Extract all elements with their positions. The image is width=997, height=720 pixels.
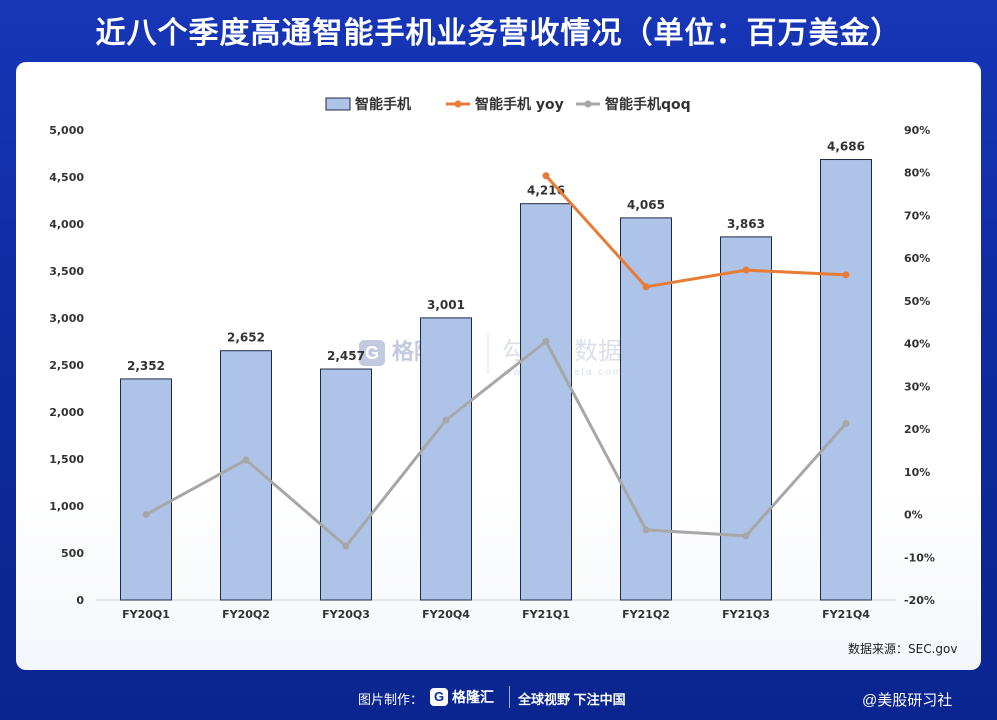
- x-tick-label: FY20Q4: [422, 608, 470, 621]
- footer-divider: [509, 686, 510, 708]
- qoq-point: [742, 532, 750, 540]
- source-note: 数据来源：SEC.gov: [848, 641, 957, 656]
- yoy-point: [642, 283, 650, 291]
- y-left-tick-label: 0: [76, 594, 84, 607]
- x-tick-label: FY20Q1: [122, 608, 170, 621]
- footer-logo-text: 格隆汇: [452, 689, 494, 705]
- qoq-line: [145, 340, 848, 548]
- y-left-tick-label: 3,500: [49, 265, 84, 278]
- footer-community: @美股研习社: [862, 692, 953, 709]
- bar-data-label: 2,652: [227, 331, 265, 345]
- y-left-tick-label: 500: [61, 547, 84, 560]
- page-title: 近八个季度高通智能手机业务营收情况（单位：百万美金）: [95, 16, 902, 51]
- chart-svg: G 格隆汇 勾股大数据 www.gogudata.com 智能手机 智能手机 yo…: [49, 96, 957, 656]
- y-right-tick-label: 60%: [904, 252, 930, 265]
- footer-made-by: 图片制作：: [358, 692, 424, 707]
- bar-data-label: 4,065: [627, 198, 665, 212]
- yoy-point: [842, 271, 850, 279]
- bar: [320, 368, 372, 601]
- x-tick-label: FY21Q2: [622, 608, 670, 621]
- chart-axes: 0 500 1,000 1,500 2,000 2,500 3,000 3,500 4,000 4…: [49, 124, 935, 621]
- y-left-tick-label: 3,000: [49, 312, 84, 325]
- yoy-line: [544, 174, 847, 289]
- svg-text:G: G: [365, 343, 379, 363]
- line-series: [142, 172, 850, 550]
- y-left-tick-label: 1,500: [49, 453, 84, 466]
- qoq-point: [442, 416, 450, 424]
- bar: [720, 236, 772, 601]
- yoy-point: [742, 266, 750, 274]
- x-tick-label: FY20Q3: [322, 608, 370, 621]
- y-left-tick-label: 5,000: [49, 124, 84, 137]
- bar-data-label: 3,863: [727, 217, 765, 231]
- yoy-point: [542, 172, 550, 180]
- qoq-point: [342, 542, 350, 550]
- bar-data-label: 2,352: [127, 359, 165, 373]
- y-right-tick-label: 10%: [904, 466, 930, 479]
- bar: [620, 217, 672, 601]
- x-tick-label: FY21Q3: [722, 608, 770, 621]
- legend-label: 智能手机: [354, 96, 411, 113]
- chart-card: G 格隆汇 勾股大数据 www.gogudata.com 智能手机 智能手机 yo…: [16, 62, 981, 670]
- y-right-tick-label: -10%: [904, 551, 935, 564]
- qoq-point: [542, 338, 550, 345]
- footer: 图片制作： G 格隆汇 全球视野 下注中国 @美股研习社: [0, 680, 997, 714]
- y-left-tick-label: 2,000: [49, 406, 84, 419]
- chart-legend: 智能手机 智能手机 yoy 智能手机qoq: [325, 96, 691, 113]
- y-right-tick-label: 70%: [904, 209, 930, 222]
- y-left-tick-label: 1,000: [49, 500, 84, 513]
- y-right-tick-label: 90%: [904, 124, 930, 137]
- y-right-tick-label: 40%: [904, 338, 930, 351]
- y-right-tick-label: -20%: [904, 594, 935, 607]
- legend-label: 智能手机qoq: [604, 96, 691, 113]
- bar-data-label: 4,686: [827, 140, 865, 154]
- brand-logo-icon: G: [430, 688, 448, 706]
- y-left-tick-label: 4,500: [49, 171, 84, 184]
- footer-logo: G 格隆汇: [430, 686, 504, 708]
- bar-data-label: 3,001: [427, 298, 465, 312]
- x-tick-label: FY20Q2: [222, 608, 270, 621]
- bar-data-label: 2,457: [327, 349, 365, 363]
- y-left-tick-label: 4,000: [49, 218, 84, 231]
- bar: [820, 159, 872, 601]
- legend-marker-qoq: [584, 100, 592, 108]
- x-tick-label: FY21Q4: [822, 608, 870, 621]
- y-right-tick-label: 50%: [904, 295, 930, 308]
- bar: [520, 203, 572, 601]
- y-left-tick-label: 2,500: [49, 359, 84, 372]
- watermark-logo-icon: [359, 340, 385, 366]
- y-right-tick-label: 0%: [904, 509, 923, 522]
- y-right-tick-label: 30%: [904, 380, 930, 393]
- qoq-point: [242, 456, 250, 464]
- qoq-point: [142, 511, 150, 519]
- bar: [120, 378, 172, 601]
- watermark: G 格隆汇 勾股大数据 www.gogudata.com: [359, 334, 622, 378]
- legend-marker-yoy: [454, 100, 462, 108]
- qoq-point: [842, 420, 850, 428]
- legend-swatch-bar: [325, 97, 351, 111]
- bar: [420, 317, 472, 601]
- x-tick-label: FY21Q1: [522, 608, 570, 621]
- footer-slogan: 全球视野 下注中国: [518, 692, 626, 707]
- y-right-tick-label: 20%: [904, 423, 930, 436]
- y-right-tick-label: 80%: [904, 167, 930, 180]
- legend-label: 智能手机 yoy: [474, 96, 564, 113]
- qoq-point: [642, 526, 650, 534]
